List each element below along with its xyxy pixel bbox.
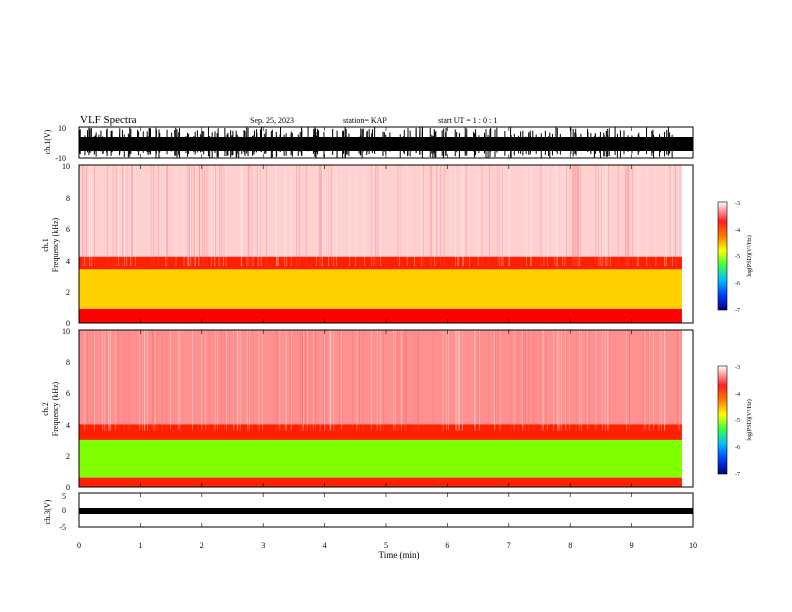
cbar1-tick-m3: -3 [735,201,740,207]
x-tick-label: 10 [689,541,697,550]
ch3-waveform-panel: 5 0 -5 ch.3(V) [43,492,694,532]
cbar2-tick-m6: -6 [735,445,740,451]
x-tick-label: 2 [200,541,204,550]
x-tick-label: 8 [568,541,572,550]
x-tick-label: 7 [507,541,511,550]
ch3-wave-tick-top: 5 [62,492,66,501]
spectrogram-band-1-1 [79,269,682,309]
ch1-spec-tick-8: 8 [66,194,70,203]
x-tick-label: 1 [138,541,142,550]
ch2-spec-tick-6: 6 [66,389,70,398]
x-tick-label: 3 [261,541,265,550]
spectrogram-band-2-0 [79,477,682,487]
x-tick-label: 0 [77,541,81,550]
cbar1-tick-m4: -4 [735,228,740,234]
ch1-waveform-panel: 10 -10 ch.1(V) [43,124,694,163]
ch2-spec-tick-8: 8 [66,358,70,367]
ch2-spectrogram-panel: 10 8 6 4 2 0 Frequency (kHz) ch.2 [41,327,694,492]
cbar1-tick-m5: -5 [735,254,740,260]
start-time-label: start UT = 1 : 0 : 1 [438,116,497,125]
colorbar-ch2: -3 -4 -5 -6 -7 log(PSD)(V²/Hz) [717,365,753,478]
ch1-spec-tick-4: 4 [66,257,70,266]
ch2-spec-tick-0: 0 [66,483,70,492]
spectrogram-band-2-2 [79,424,682,440]
ch2-spec-tick-4: 4 [66,421,70,430]
spectrogram-band-1-2 [79,256,682,270]
x-tick-label: 5 [384,541,388,550]
cbar2-label: log(PSD)(V²/Hz) [746,399,753,440]
ch2-spec-channel: ch.2 [41,402,50,416]
ch1-spec-ylabel: Frequency (kHz) [51,217,60,272]
x-tick-label: 4 [323,541,327,550]
station-label: station= KAP [343,116,387,125]
ch1-wave-tick-top: 10 [58,124,66,133]
x-axis-label: Time (min) [379,550,420,560]
cbar2-tick-m4: -4 [735,392,740,398]
time-ticks [78,127,694,527]
ch2-spec-tick-2: 2 [66,452,70,461]
cbar1-tick-m7: -7 [735,308,740,314]
ch1-spec-tick-6: 6 [66,225,70,234]
cbar2-tick-m5: -5 [735,418,740,424]
colorbar-ch1: -3 -4 -5 -6 -7 log(PSD)(V²/Hz) [717,201,753,314]
figure-title: VLF Spectra [80,114,137,126]
ch1-spec-tick-10: 10 [62,162,70,171]
spectrogram-band-2-1 [79,439,682,478]
ch3-wave-tick-bottom: -5 [59,523,66,532]
ch1-wave-ylabel: ch.1(V) [43,129,52,154]
cbar1-tick-m6: -6 [735,281,740,287]
ch2-spec-ylabel: Frequency (kHz) [51,381,60,436]
ch3-wave-tick-mid: 0 [62,506,66,515]
ch1-spec-tick-0: 0 [66,319,70,328]
x-tick-label: 9 [630,541,634,550]
ch1-spectrogram-panel: 10 8 6 4 2 0 Frequency (kHz) ch.1 [41,162,694,328]
spectrogram-band-1-3 [79,165,682,257]
date-label: Sep. 25, 2023 [250,116,294,125]
ch1-wave-tick-bottom: -10 [55,154,66,163]
cbar2-tick-m3: -3 [735,365,740,371]
cbar2-tick-m7: -7 [735,472,740,478]
ch2-spec-tick-10: 10 [62,327,70,336]
ch3-wave-ylabel: ch.3(V) [43,499,52,524]
ch1-spec-tick-2: 2 [66,288,70,297]
ch3-waveform-trace [79,508,693,514]
x-tick-label: 6 [445,541,449,550]
cbar1-label: log(PSD)(V²/Hz) [746,235,753,276]
ch1-spec-channel: ch.1 [41,238,50,252]
spectrogram-band-1-0 [79,308,682,323]
